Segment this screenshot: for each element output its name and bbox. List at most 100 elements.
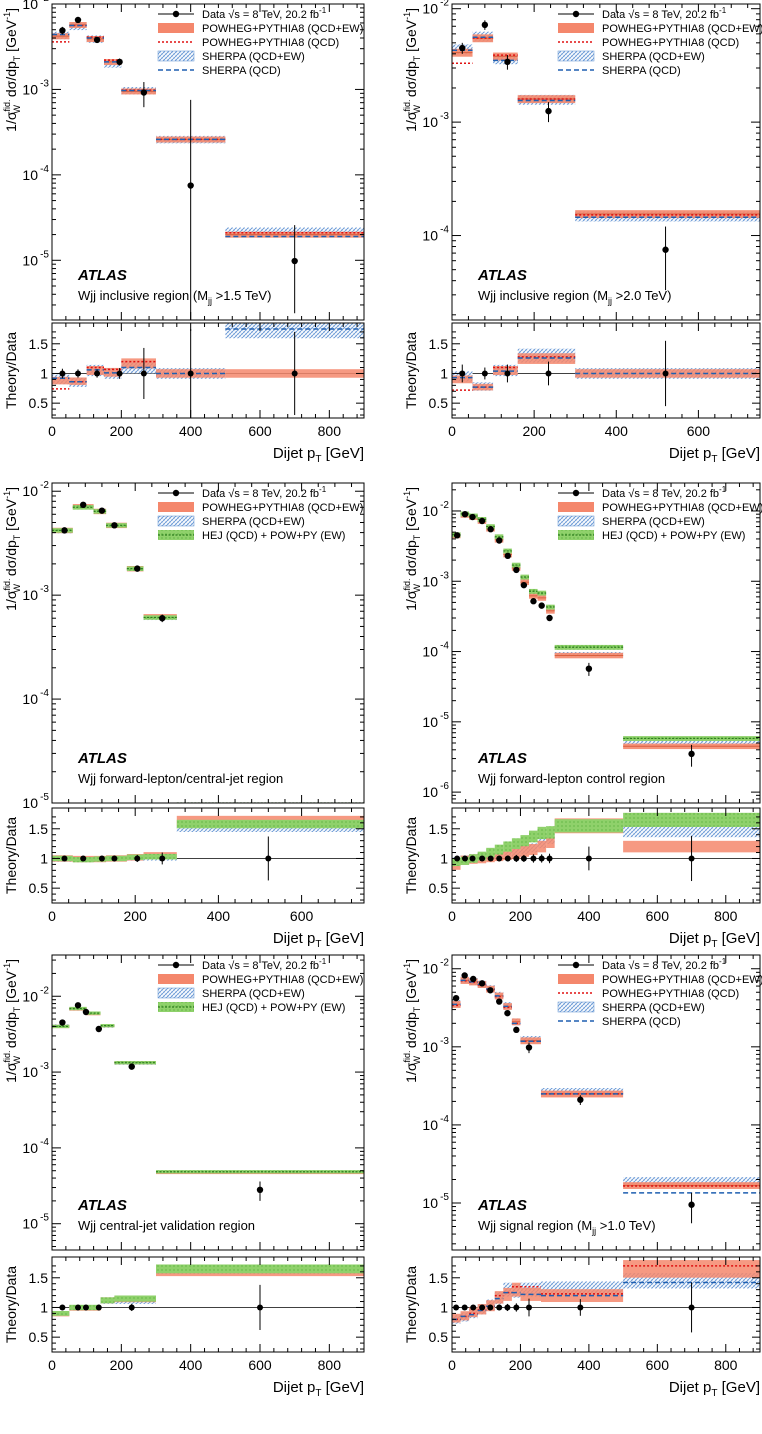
region-label: Wjj inclusive region (Mjj >1.5 TeV) [78, 288, 271, 306]
x-tick-label: 0 [448, 423, 456, 439]
x-tick-label: 200 [124, 908, 148, 924]
y-tick-label: 10 [22, 483, 38, 499]
region-label: Wjj signal region (Mjj >1.0 TeV) [478, 1218, 656, 1236]
data-point [187, 182, 194, 189]
x-tick-label: 600 [248, 423, 272, 439]
y-tick-label: 10 [22, 81, 38, 97]
x-tick-label: 0 [48, 908, 56, 924]
hej-band [156, 1170, 364, 1174]
data-point [82, 1008, 90, 1016]
hej-ratio-band [486, 847, 495, 858]
data-point [470, 975, 477, 983]
x-tick-label: 400 [577, 1357, 601, 1373]
atlas-label: ATLAS [77, 1197, 127, 1214]
ratio-data-point [95, 1304, 102, 1311]
hej-band [554, 644, 624, 650]
ratio-data-point [257, 1304, 263, 1311]
powheg_qcdew-ratio-band [511, 848, 521, 859]
x-tick-label: 200 [110, 423, 134, 439]
powheg_qcdew-ratio-band [537, 840, 547, 853]
ratio-y-tick-label: 0.5 [29, 395, 49, 411]
main-frame [51, 3, 365, 321]
ratio-y-tick-label: 1.5 [429, 1270, 449, 1286]
y-tick-label: 10 [22, 167, 38, 183]
ratio-data-point [459, 370, 466, 377]
ratio-data-point [585, 855, 592, 862]
x-tick-label: 400 [605, 423, 629, 439]
ratio-data-point [128, 1304, 135, 1311]
ratio-data-point [462, 855, 469, 862]
main-plot-area [452, 972, 760, 1224]
ratio-data-point [61, 855, 68, 862]
y-tick-exponent: -5 [40, 249, 49, 260]
main-plot-area [452, 20, 760, 291]
ratio-y-tick-label: 1 [440, 1299, 448, 1315]
y-tick-label: 10 [422, 1117, 438, 1133]
x-axis-label: Dijet pT [GeV] [273, 1379, 364, 1399]
ratio-frame [51, 1256, 365, 1353]
ratio-frame [51, 807, 365, 904]
hej-band [86, 1011, 101, 1015]
data-point [481, 21, 489, 29]
legend-label-sherpa_qcdew: SHERPA (QCD+EW) [202, 516, 305, 528]
ratio-y-tick-label: 1.5 [429, 336, 449, 352]
y-tick-exponent: -3 [440, 1036, 449, 1047]
x-tick-label: 800 [318, 423, 342, 439]
ratio-data-point [94, 370, 101, 377]
data-point [688, 1201, 695, 1208]
ratio-data-point [111, 855, 118, 862]
ratio-data-point [487, 855, 494, 862]
ratio-frame [451, 322, 761, 419]
y-axis-label: 1/σfid.W dσ/dpT [GeV-1] [2, 959, 22, 1083]
y-tick-exponent: -3 [40, 78, 49, 89]
y-tick-label: 10 [22, 1064, 38, 1080]
y-tick-label: 10 [22, 587, 38, 603]
x-tick-label: 600 [646, 1357, 670, 1373]
sherpa_qcdew-band [623, 739, 760, 745]
ratio-y-axis-label: Theory/Data [3, 332, 19, 409]
ratio-data-point [546, 855, 553, 862]
data-point [520, 581, 528, 589]
y-tick-exponent: -6 [440, 781, 449, 792]
y-axis-label: 1/σfid.W dσ/dpT [GeV-1] [402, 487, 422, 611]
legend-data-marker [572, 489, 580, 497]
hej-ratio-band [554, 819, 624, 833]
y-tick-exponent: -4 [440, 1114, 449, 1125]
legend-data-marker [572, 961, 580, 969]
data-point [452, 994, 460, 1002]
hej-ratio-band [114, 1295, 156, 1302]
data-point [128, 1063, 135, 1070]
x-tick-label: 600 [248, 1357, 272, 1373]
ratio-data-point [75, 1304, 81, 1311]
legend-swatch-sherpa-qcdew [557, 1001, 595, 1013]
x-axis-label: Dijet pT [GeV] [669, 930, 760, 950]
ratio-plot-area [52, 1264, 364, 1331]
legend-data-marker [172, 10, 180, 18]
ratio-data-point [187, 370, 194, 377]
ratio-y-tick-label: 1 [40, 850, 48, 866]
ratio-y-tick-label: 1 [40, 365, 48, 381]
x-tick-label: 600 [687, 423, 711, 439]
ratio-data-point [504, 1304, 511, 1311]
ratio-frame [451, 807, 761, 904]
y-tick-exponent: -3 [440, 111, 449, 122]
y-tick-exponent: -2 [40, 0, 49, 4]
legend-label-sherpa_qcdew: SHERPA (QCD+EW) [202, 51, 305, 63]
hej-band [114, 1061, 156, 1065]
ratio-y-tick-label: 0.5 [29, 880, 49, 896]
legend-label-powheg_qcd: POWHEG+PYTHIA8 (QCD) [602, 37, 739, 49]
ratio-data-point [520, 855, 527, 862]
legend-data-label: Data √s = 8 TeV, 20.2 fb-1 [602, 957, 727, 972]
data-point [487, 987, 494, 994]
y-tick-label: 10 [422, 228, 438, 244]
powheg_qcdew-ratio-band [469, 1307, 478, 1318]
ratio-data-point [526, 1304, 532, 1311]
ratio-data-point [545, 370, 552, 377]
main-plot-area [52, 1002, 364, 1201]
y-tick-exponent: -4 [440, 225, 449, 236]
hej-ratio-band [156, 1264, 364, 1274]
ratio-plot-area [52, 815, 364, 881]
y-tick-label: 10 [422, 714, 438, 730]
powheg_qcdew-ratio-band [511, 1282, 521, 1297]
